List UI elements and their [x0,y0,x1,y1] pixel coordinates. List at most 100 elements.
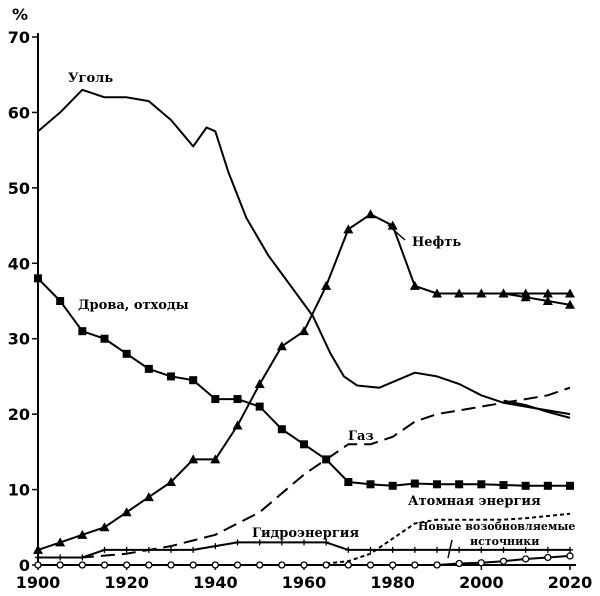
triangle-marker [55,537,66,547]
circle-marker [278,561,286,569]
square-marker [34,274,42,283]
plus-marker [434,546,440,553]
triangle-marker [542,296,553,305]
square-marker [521,481,530,490]
circle-marker [499,557,508,565]
triangle-marker [387,220,398,230]
triangle-marker [498,288,509,298]
x-tick-label: 2020 [548,573,593,592]
square-marker [433,480,441,489]
plus-marker [478,546,485,553]
circle-marker [344,561,352,569]
plus-marker [345,546,352,553]
label-oil: Нефть [412,235,461,250]
square-marker [300,440,308,449]
square-marker [344,478,353,487]
circle-marker [233,561,242,569]
x-tick-label: 1940 [193,573,238,592]
plus-marker [567,546,573,553]
plus-marker [389,546,396,553]
plus-marker [456,546,463,553]
series-line [37,88,571,416]
triangle-marker [454,288,465,298]
triangle-marker [321,280,332,290]
triangle-marker [143,492,154,502]
triangle-marker [365,209,376,219]
triangle-marker [565,288,575,298]
y-tick-label: 20 [8,405,30,424]
circle-marker [544,553,552,562]
plus-marker [79,554,86,561]
x-tick-label: 1960 [282,573,327,592]
square-marker [233,395,242,404]
square-marker [499,481,508,490]
triangle-marker [276,341,287,351]
label-renewables-line2: источники [470,535,539,548]
circle-marker [256,561,264,569]
square-marker [100,334,109,343]
square-marker [211,395,220,404]
circle-marker [455,559,463,568]
plus-marker [234,539,241,546]
triangle-marker [520,292,531,302]
circle-marker [322,561,330,569]
square-marker [410,479,419,488]
square-marker [167,372,175,381]
plus-marker [323,539,330,546]
plus-marker [544,546,551,553]
triangle-marker [99,522,110,532]
triangle-marker [432,288,442,298]
circle-marker [433,561,441,569]
y-tick-label: 60 [8,103,30,122]
circle-marker [123,561,131,569]
circle-marker [566,552,574,560]
y-tick-label: 50 [8,179,30,198]
circle-marker [56,561,64,569]
plus-marker [101,546,108,553]
triangle-marker [121,507,132,517]
plus-marker [212,543,219,550]
y-tick-label: 10 [8,481,30,500]
label-hydro: Гидроэнергия [252,526,359,541]
y-tick-label: 70 [8,28,30,47]
plus-marker [190,546,197,553]
series-line [503,292,571,306]
series-line [503,399,571,419]
square-marker [477,480,486,489]
square-marker [455,480,464,489]
y-tick-label: 0 [19,556,30,575]
plus-marker [367,546,374,553]
plus-marker [301,539,307,546]
label-gas: Газ [348,429,374,444]
x-tick-label: 1920 [104,573,149,592]
square-marker [56,297,65,305]
triangle-marker [77,529,88,539]
circle-marker [78,561,86,569]
plus-marker [522,546,529,553]
plus-marker [168,546,174,553]
circle-marker [100,561,109,569]
circle-marker [300,561,308,569]
triangle-marker [33,544,43,554]
square-marker [322,455,331,464]
plus-marker [57,554,64,561]
circle-marker [189,561,197,569]
triangle-marker [254,378,265,388]
square-marker [388,481,397,490]
square-marker [78,327,87,336]
axes: % 0 10 20 30 40 50 60 70 1900 1920 1940 1960 1980 2000… [8,5,593,592]
y-tick-label: 40 [8,254,30,273]
square-marker [366,480,375,489]
triangle-marker [299,326,309,336]
square-marker [566,481,574,490]
label-renewables-line1: Новые возобновляемые [418,520,575,533]
square-marker [543,481,552,490]
triangle-marker [565,299,575,309]
square-marker [144,364,153,373]
x-tick-label: 1980 [370,573,415,592]
plus-marker [278,539,285,546]
y-tick-label: 30 [8,330,30,349]
circle-marker [34,561,42,569]
plus-marker [145,546,152,553]
triangle-marker [542,288,553,298]
